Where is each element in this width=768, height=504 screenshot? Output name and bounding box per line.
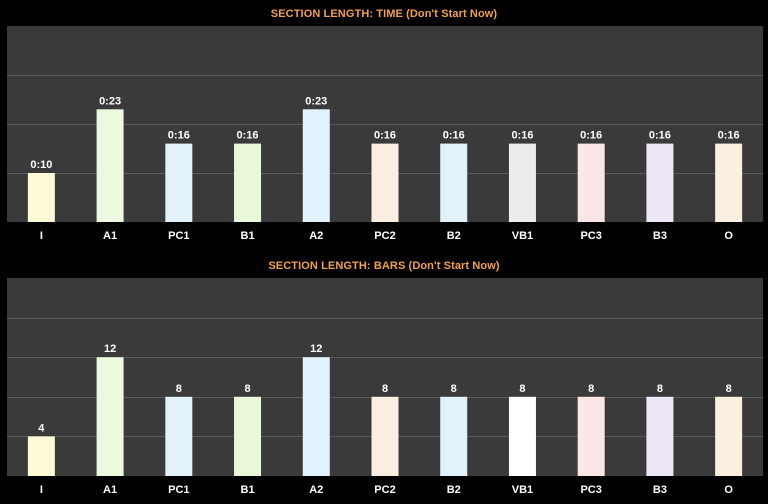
data-label-bars-a2: 12 xyxy=(310,343,322,355)
data-label-time-a2: 0:23 xyxy=(305,95,327,107)
chart-panel-time: SECTION LENGTH: TIME (Don't Start Now) 0… xyxy=(0,0,768,248)
bar-time-a2 xyxy=(302,109,330,222)
chart-svg-bars: 4 12 8 8 12 8 8 8 8 8 8 xyxy=(7,318,763,476)
bar-bars-pc2 xyxy=(371,396,399,476)
x-tick-label-pc1: PC1 xyxy=(168,484,190,496)
x-tick-label-a1: A1 xyxy=(103,230,118,242)
data-label-time-pc3: 0:16 xyxy=(580,130,602,142)
x-tick-label-b2: B2 xyxy=(446,484,461,496)
bar-bars-i xyxy=(27,436,55,476)
x-tick-label-i: I xyxy=(39,484,43,496)
bar-bars-a2 xyxy=(302,357,330,476)
data-label-time-pc1: 0:16 xyxy=(168,130,190,142)
bar-bars-b3 xyxy=(646,396,674,476)
bar-time-pc3 xyxy=(577,143,605,222)
bar-time-pc1 xyxy=(165,143,193,222)
bar-time-vb1 xyxy=(508,143,536,222)
x-tick-label-o: O xyxy=(724,484,733,496)
bar-time-pc2 xyxy=(371,143,399,222)
data-label-bars-o: 8 xyxy=(726,383,732,395)
data-label-time-vb1: 0:16 xyxy=(511,130,533,142)
bar-time-o xyxy=(715,143,743,222)
bar-time-a1 xyxy=(96,109,124,222)
x-tick-label-b1: B1 xyxy=(240,230,255,242)
data-label-time-o: 0:16 xyxy=(718,130,740,142)
x-tick-label-pc1: PC1 xyxy=(168,230,190,242)
chart-title-bars: SECTION LENGTH: BARS (Don't Start Now) xyxy=(268,260,500,272)
chart-title-time: SECTION LENGTH: TIME (Don't Start Now) xyxy=(270,8,498,20)
x-tick-label-pc3: PC3 xyxy=(580,230,602,242)
data-label-bars-pc2: 8 xyxy=(382,383,388,395)
x-tick-label-a1: A1 xyxy=(103,484,118,496)
data-label-bars-a1: 12 xyxy=(104,343,116,355)
data-label-bars-pc3: 8 xyxy=(588,383,594,395)
x-tick-label-vb1: VB1 xyxy=(511,230,534,242)
bar-bars-o xyxy=(715,396,743,476)
bar-time-b1 xyxy=(234,143,262,222)
data-label-time-b1: 0:16 xyxy=(237,130,259,142)
plot-area-bars: 4 12 8 8 12 8 8 8 8 8 8 xyxy=(7,278,763,476)
x-tick-label-b1: B1 xyxy=(240,484,255,496)
x-tick-label-vb1: VB1 xyxy=(511,484,534,496)
bar-time-b2 xyxy=(440,143,468,222)
chart-svg-time: 0:10 0:23 0:16 0:16 0:23 0:16 0:16 0:16 0:16 0:16… xyxy=(7,75,763,222)
chart-panel-bars: SECTION LENGTH: BARS (Don't Start Now) 4… xyxy=(0,252,768,504)
data-label-time-a1: 0:23 xyxy=(99,95,121,107)
x-tick-label-pc3: PC3 xyxy=(580,484,602,496)
data-label-time-i: 0:10 xyxy=(30,159,52,171)
plot-area-time: 0:10 0:23 0:16 0:16 0:23 0:16 0:16 0:16 0:16 0:16… xyxy=(7,26,763,222)
data-label-bars-vb1: 8 xyxy=(519,383,525,395)
data-label-time-b2: 0:16 xyxy=(443,130,465,142)
x-tick-label-b3: B3 xyxy=(652,230,667,242)
bar-time-b3 xyxy=(646,143,674,222)
x-tick-label-a2: A2 xyxy=(309,230,324,242)
data-label-bars-b2: 8 xyxy=(451,383,457,395)
x-tick-label-b3: B3 xyxy=(652,484,667,496)
bar-bars-pc3 xyxy=(577,396,605,476)
bar-bars-a1 xyxy=(96,357,124,476)
data-label-bars-pc1: 8 xyxy=(176,383,182,395)
x-tick-label-b2: B2 xyxy=(446,230,461,242)
x-tick-label-i: I xyxy=(39,230,43,242)
data-label-time-b3: 0:16 xyxy=(649,130,671,142)
data-label-bars-i: 4 xyxy=(38,422,45,434)
data-label-bars-b1: 8 xyxy=(244,383,250,395)
data-label-bars-b3: 8 xyxy=(657,383,663,395)
bar-bars-b2 xyxy=(440,396,468,476)
x-axis-labels-bars: I A1 PC1 B1 A2 PC2 B2 VB1 PC3 B3 O xyxy=(7,484,763,502)
x-axis-labels-time: I A1 PC1 B1 A2 PC2 B2 VB1 PC3 B3 O xyxy=(7,230,763,248)
bar-time-i xyxy=(27,173,55,222)
data-label-time-pc2: 0:16 xyxy=(374,130,396,142)
x-tick-label-o: O xyxy=(724,230,733,242)
bar-bars-vb1 xyxy=(508,396,536,476)
bar-bars-b1 xyxy=(234,396,262,476)
x-tick-label-a2: A2 xyxy=(309,484,324,496)
x-tick-label-pc2: PC2 xyxy=(374,484,396,496)
x-tick-label-pc2: PC2 xyxy=(374,230,396,242)
bar-bars-pc1 xyxy=(165,396,193,476)
